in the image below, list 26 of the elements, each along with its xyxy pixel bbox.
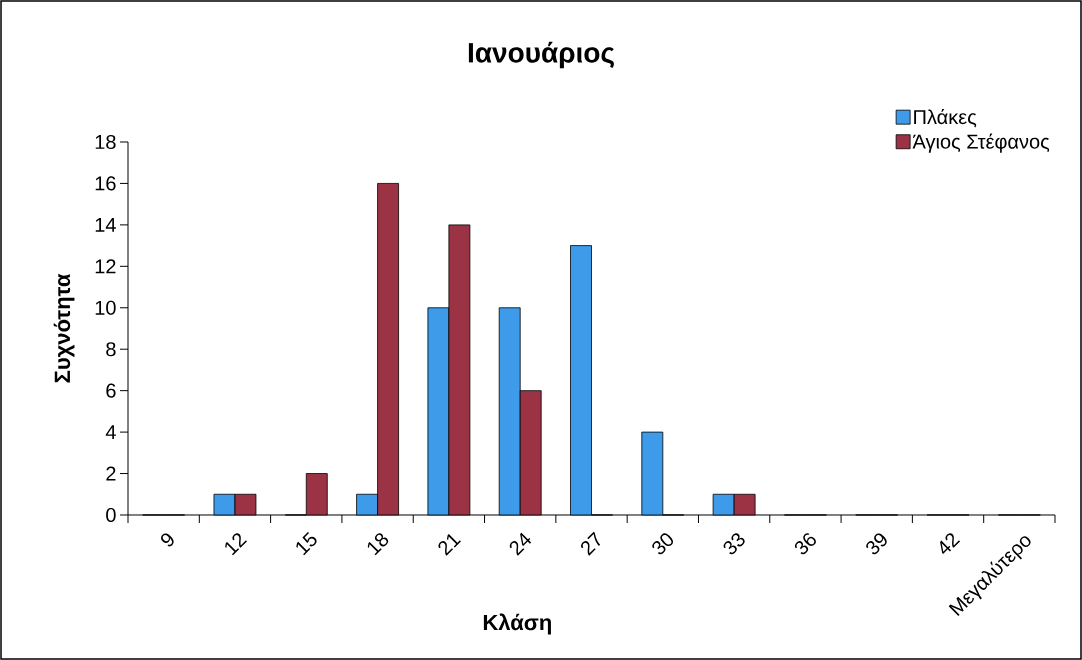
legend-label: Πλάκες	[914, 108, 977, 128]
y-tick-label: 12	[95, 259, 116, 274]
x-tick-label: 33	[723, 533, 745, 555]
y-tick-label: 0	[106, 507, 116, 523]
x-tick-label: 12	[225, 533, 247, 556]
y-tick-label: 4	[105, 425, 116, 439]
x-tick-label: 39	[866, 533, 887, 555]
y-axis-title: Συχνότητα	[53, 273, 75, 383]
y-tick-label: 10	[95, 300, 116, 315]
x-tick-label: 18	[367, 533, 389, 556]
y-tick-label: 2	[106, 466, 116, 481]
x-tick-label: 24	[509, 532, 532, 556]
y-tick-label: 18	[95, 134, 116, 150]
y-tick-label: 6	[106, 383, 116, 398]
x-tick-label: 30	[652, 533, 674, 555]
x-tick-label: 21	[438, 534, 461, 556]
y-tick-label: 8	[106, 342, 116, 357]
y-tick-label: 16	[95, 176, 116, 191]
x-tick-label: 36	[794, 533, 816, 555]
x-tick-label: 27	[581, 531, 601, 556]
legend-label: Άγιος Στέφανος	[912, 133, 1050, 153]
chart-title: Ιανουάριος	[468, 41, 614, 69]
x-axis-title: Κλάση	[483, 613, 551, 635]
x-tick-label: 15	[296, 531, 317, 556]
y-tick-label: 14	[95, 218, 116, 232]
x-tick-label: 9	[161, 533, 174, 547]
